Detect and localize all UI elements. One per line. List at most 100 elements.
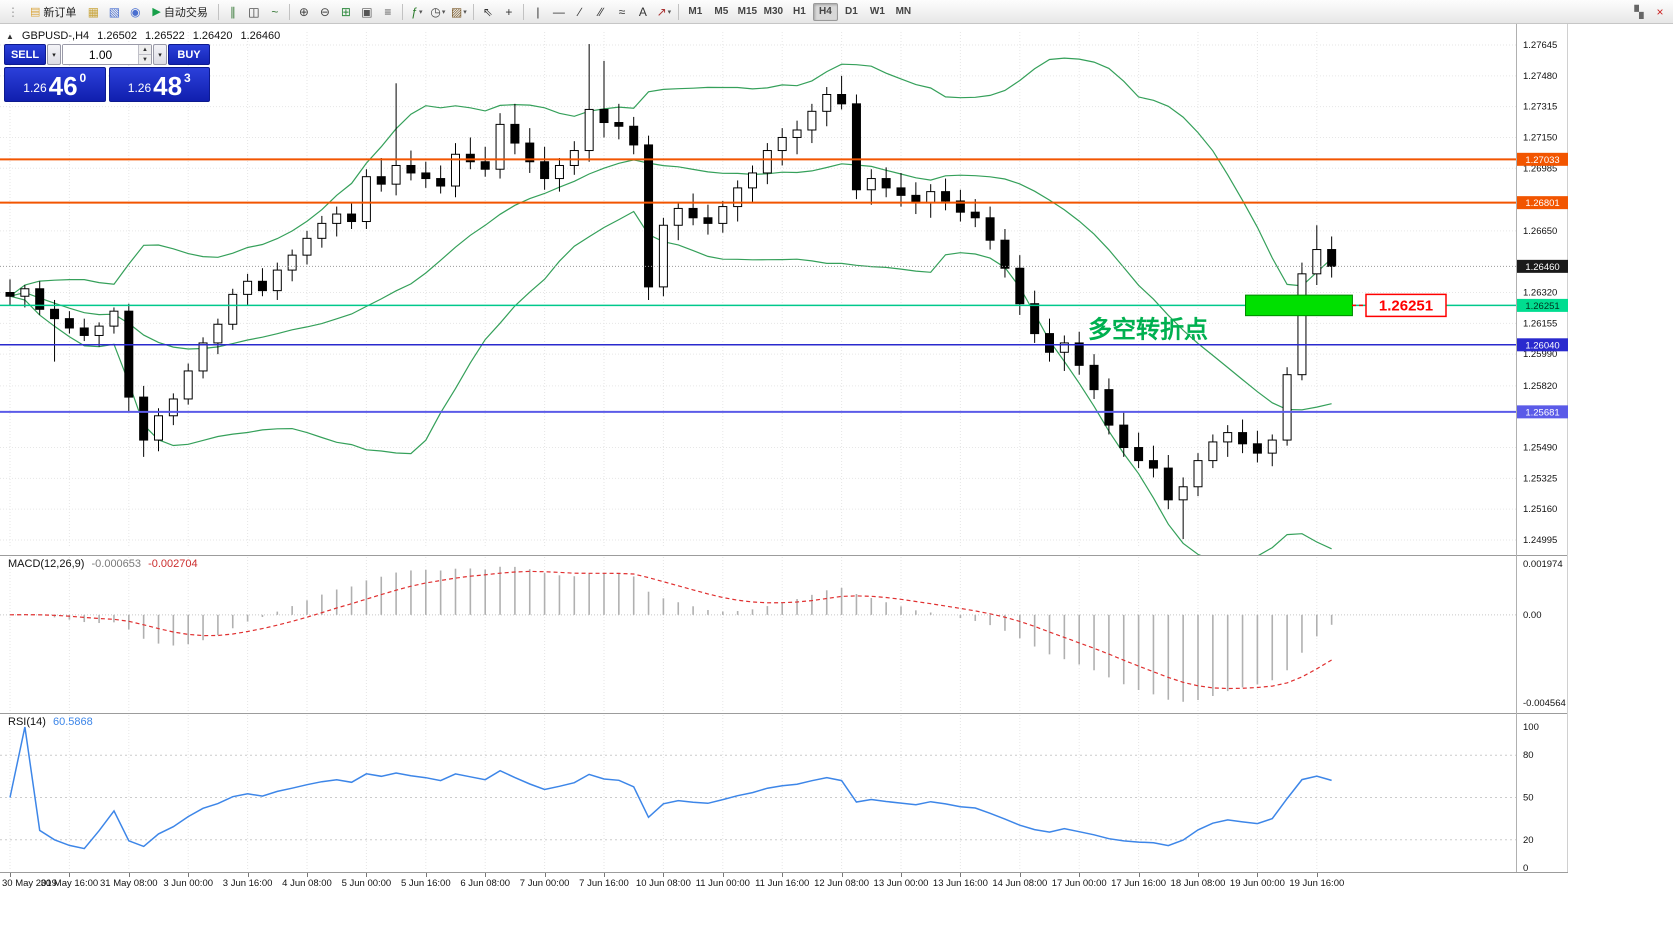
svg-text:1.25820: 1.25820 [1523,381,1557,392]
candlestick-chart-button[interactable]: ◫ [244,2,264,22]
zoom-out-button[interactable]: ⊖ [315,2,335,22]
time-label: 4 Jun 08:00 [282,878,332,889]
autotrading-button[interactable]: ▶ 自动交易 [146,2,213,22]
time-label: 10 Jun 08:00 [635,878,691,889]
time-label: 12 Jun 08:00 [814,878,870,889]
arrow-objects-icon: ↗ [656,4,667,19]
close-button[interactable]: × [1650,2,1670,22]
svg-text:1.26460: 1.26460 [1525,262,1559,273]
timeframe-w1-button[interactable]: W1 [869,6,885,17]
new-order-button[interactable]: ▤ 新订单 [24,2,82,22]
refresh-icon[interactable]: ◉ [125,2,145,22]
sell-button[interactable]: SELL [4,44,46,65]
svg-text:1.26985: 1.26985 [1523,163,1557,174]
time-tick [247,873,249,877]
time-tick [1198,873,1199,877]
price-axis-tags: 1.27033 1.26801 1.26460 1.26251 1.26040 1.256… [1517,152,1568,419]
timeframe-m15-button[interactable]: M15 [737,6,758,17]
time-tick [425,873,427,877]
timeframe-d1-button[interactable]: D1 [844,6,858,17]
bar-chart-button[interactable]: ∥ [223,2,243,22]
text-label-button[interactable]: A [633,2,653,22]
time-axis[interactable]: 30 May 2019 30 May 16:00 31 May 08:00 3 Jun… [0,872,1568,890]
timeframe-m30-button[interactable]: M30 [763,6,784,17]
arrange-windows-button[interactable]: ≡ [378,2,398,22]
tile-windows-button[interactable]: ⊞ [336,2,356,22]
templates-icon: ▨ [450,4,463,19]
timeframe-h4-button[interactable]: H4 [812,2,838,21]
timeframe-h1-button[interactable]: H1 [792,6,806,17]
turning-zone-rectangle[interactable] [1245,294,1353,317]
time-label: 11 Jun 16:00 [755,878,810,889]
time-tick [544,873,546,877]
time-label: 5 Jun 16:00 [400,878,451,889]
symbol-title: GBPUSD-,H4 [21,30,90,42]
templates-button[interactable]: ▨ ▾ [449,2,469,22]
toolbar-separator [217,3,219,20]
svg-text:1.25325: 1.25325 [1523,473,1557,484]
window-menu-icon-icon: ▚ [1634,4,1644,19]
indicators-caret-icon: ▾ [418,8,423,16]
arrow-objects-caret-icon: ▾ [667,8,672,16]
sell-price-display[interactable]: 1.26 46 0 [4,67,106,102]
time-tick [128,873,130,877]
arrow-objects-button[interactable]: ↗ ▾ [654,2,674,22]
time-tick [1316,873,1318,877]
level-price-label-box[interactable] [1365,293,1447,318]
price-chart-canvas[interactable]: 1.26251 多空转折点 1.27645 1.27480 1.27315 1.27150… [0,24,1568,555]
window-menu-icon[interactable]: ▚ [1629,2,1649,22]
periods-button[interactable]: ◷ ▾ [428,2,448,22]
buy-price-display[interactable]: 1.26 48 3 [108,67,210,102]
cursor-button[interactable]: ⇖ [478,2,498,22]
toolbar-grip-icon: ⋮ [7,4,19,19]
sell-price-prefix: 1.26 [23,81,47,95]
cascade-windows-button[interactable]: ▣ [357,2,377,22]
channel-button[interactable]: ∕∕ [591,2,611,22]
time-label: 13 Jun 00:00 [873,878,929,889]
volume-input[interactable] [63,45,138,64]
timeframe-m5-button[interactable]: M5 [714,6,729,17]
svg-text:0.00: 0.00 [1523,610,1542,621]
rsi-line [9,726,1332,850]
time-tick [1079,873,1081,877]
volume-spinner: ▲ ▼ [138,45,151,64]
vertical-line-button[interactable]: | [528,2,548,22]
profiles-icon[interactable]: ▧ [104,2,124,22]
time-tick [1138,873,1140,877]
macd-panel[interactable]: 0.001974 0.00 -0.004564 [0,555,1568,713]
time-label: 30 May 2019 [2,878,57,889]
cursor-icon: ⇖ [482,4,493,19]
svg-text:1.27033: 1.27033 [1525,155,1559,166]
time-label: 11 Jun 00:00 [695,878,750,889]
volume-decrease-button[interactable]: ▼ [139,55,151,64]
line-chart-icon: ~ [271,4,279,19]
one-click-collapse-icon[interactable]: ▲ [6,31,14,41]
horizontal-line-button[interactable]: — [549,2,569,22]
macd-name: MACD(12,26,9) [8,558,85,570]
buy-options-dropdown[interactable]: ▾ [153,44,167,65]
svg-text:1.25160: 1.25160 [1523,504,1557,515]
new-order-icon: ▤ [30,6,41,18]
zoom-in-button[interactable]: ⊕ [294,2,314,22]
profiles-icon-icon: ▧ [108,4,121,19]
buy-button[interactable]: BUY [168,44,210,65]
timeframe-m1-button[interactable]: M1 [688,6,703,17]
rsi-panel[interactable]: 100 80 50 20 0 [0,713,1568,872]
time-label: 5 Jun 00:00 [341,878,392,889]
time-tick [188,873,190,877]
line-chart-button[interactable]: ~ [265,2,285,22]
volume-box: ▲ ▼ [62,44,152,65]
rsi-name: RSI(14) [8,716,46,728]
crosshair-button[interactable]: + [499,2,519,22]
svg-text:1.26650: 1.26650 [1523,226,1557,237]
time-label: 6 Jun 08:00 [460,878,511,889]
fibonacci-button[interactable]: ≈ [612,2,632,22]
indicators-button[interactable]: ƒ ▾ [407,2,427,22]
turning-point-text[interactable]: 多空转折点 [1088,315,1208,343]
time-label: 19 Jun 16:00 [1289,878,1345,889]
new-chart-icon[interactable]: ▦ [83,2,103,22]
timeframe-mn-button[interactable]: MN [895,6,912,17]
volume-increase-button[interactable]: ▲ [139,45,151,55]
sell-options-dropdown[interactable]: ▾ [47,44,61,65]
trendline-button[interactable]: ∕ [570,2,590,22]
